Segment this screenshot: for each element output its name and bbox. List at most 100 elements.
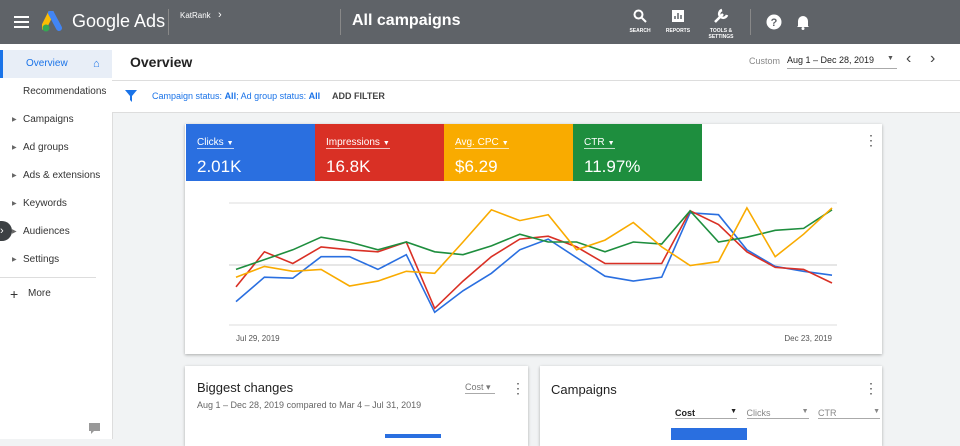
nav-item[interactable]: More + bbox=[0, 280, 112, 308]
plus-icon: + bbox=[10, 286, 19, 302]
metric-label: Avg. CPC bbox=[455, 137, 499, 148]
metric-label: Clicks bbox=[197, 137, 224, 148]
filter-text: Campaign status: bbox=[152, 91, 223, 101]
nav-label: Audiences bbox=[23, 226, 70, 237]
tools-icon[interactable] bbox=[713, 8, 729, 24]
date-range[interactable]: Aug 1 – Dec 28, 2019 bbox=[787, 55, 897, 69]
top-bar: Google Ads KatRank › All campaigns SEARC… bbox=[0, 0, 960, 44]
metric-value: 11.97% bbox=[584, 157, 641, 176]
card-title: Biggest changes bbox=[197, 380, 294, 395]
reports-icon[interactable] bbox=[671, 9, 685, 23]
metric-name: Impressions ▼ bbox=[326, 137, 390, 149]
page-header: Overview Custom Aug 1 – Dec 28, 2019 ▼ ‹… bbox=[112, 44, 960, 81]
card-title: Campaigns bbox=[551, 382, 617, 397]
metric-tile[interactable]: Avg. CPC ▼ $6.29 bbox=[444, 124, 573, 181]
metric-tile[interactable]: Impressions ▼ 16.8K bbox=[315, 124, 444, 181]
metric-text: Cost bbox=[465, 382, 484, 392]
range-label: Custom bbox=[749, 56, 781, 66]
nav-label: Ads & extensions bbox=[23, 170, 101, 181]
nav-item[interactable]: Keywords ▶ bbox=[0, 190, 112, 218]
column-name: Cost bbox=[675, 408, 695, 418]
filter-bar: Campaign status: All; Ad group status: A… bbox=[112, 81, 960, 113]
nav-arrow: ▶ bbox=[12, 173, 17, 179]
home-icon: ⌂ bbox=[93, 58, 100, 70]
metric-tile[interactable]: Clicks ▼ 2.01K bbox=[186, 124, 315, 181]
metric-tile[interactable]: CTR ▼ 11.97% bbox=[573, 124, 702, 181]
divider bbox=[0, 277, 96, 278]
dropdown-arrow: ▼ bbox=[730, 408, 737, 415]
line-chart: Jul 29, 2019 Dec 23, 2019 bbox=[229, 202, 837, 343]
menu-icon[interactable] bbox=[14, 15, 30, 29]
tool-label[interactable]: REPORTS bbox=[665, 28, 691, 34]
nav-item[interactable]: Audiences ▶ bbox=[0, 218, 112, 246]
series-line bbox=[235, 206, 833, 287]
metric-select[interactable]: Cost ▾ bbox=[465, 382, 495, 394]
series-line bbox=[235, 211, 833, 314]
account-name[interactable]: KatRank bbox=[180, 11, 211, 20]
card-menu[interactable]: ⋮ bbox=[864, 380, 878, 396]
nav-item[interactable]: Campaigns ▶ bbox=[0, 106, 112, 134]
dropdown-arrow: ▼ bbox=[801, 408, 809, 415]
dropdown-arrow: ▼ bbox=[501, 140, 509, 147]
series-line bbox=[235, 209, 833, 310]
notifications-icon[interactable] bbox=[796, 14, 810, 30]
column-select[interactable]: Cost ▼ bbox=[675, 408, 737, 419]
logo bbox=[42, 11, 62, 32]
nav-item[interactable]: Overview ⌂ bbox=[0, 50, 112, 78]
metric-name: Avg. CPC ▼ bbox=[455, 137, 509, 149]
nav-label: Keywords bbox=[23, 198, 67, 209]
sidebar: Overview ⌂ Recommendations Campaigns ▶ Ad gro… bbox=[0, 44, 113, 439]
filter-text: ; Ad group status: bbox=[236, 91, 307, 101]
column-select[interactable]: Clicks ▼ bbox=[746, 408, 809, 419]
dropdown-arrow: ▼ bbox=[607, 140, 615, 147]
metric-label: Impressions bbox=[326, 137, 380, 148]
filter-icon[interactable] bbox=[125, 90, 137, 102]
feedback-icon[interactable] bbox=[89, 423, 101, 434]
column-name: Clicks bbox=[746, 408, 771, 418]
tool-label[interactable]: SEARCH bbox=[629, 28, 651, 34]
column-name: CTR bbox=[818, 408, 837, 418]
tool-label[interactable]: TOOLS & SETTINGS bbox=[708, 28, 734, 40]
collapse-toggle[interactable]: › bbox=[0, 221, 12, 241]
chevron: › bbox=[218, 9, 222, 21]
card-subtitle: Aug 1 – Dec 28, 2019 compared to Mar 4 –… bbox=[197, 400, 422, 410]
metric-value: 2.01K bbox=[197, 157, 242, 176]
nav-item[interactable]: Ads & extensions ▶ bbox=[0, 162, 112, 190]
nav-label: Overview bbox=[26, 58, 68, 69]
metric-value: $6.29 bbox=[455, 157, 498, 176]
next-button[interactable]: › bbox=[930, 50, 936, 67]
nav-item[interactable]: Recommendations bbox=[0, 78, 112, 106]
card-menu[interactable]: ⋮ bbox=[511, 380, 525, 396]
card-menu[interactable]: ⋮ bbox=[864, 132, 878, 148]
filter-value: All bbox=[224, 91, 237, 101]
nav-label: Campaigns bbox=[23, 114, 74, 125]
product-name: Google Ads bbox=[72, 11, 166, 31]
add-filter[interactable]: ADD FILTER bbox=[332, 91, 385, 101]
nav-label: More bbox=[28, 288, 51, 299]
prev-button[interactable]: ‹ bbox=[906, 50, 912, 67]
filter-value: All bbox=[308, 91, 321, 101]
series-line bbox=[235, 209, 833, 271]
x-tick-label: Dec 23, 2019 bbox=[784, 334, 832, 343]
nav-label: Ad groups bbox=[23, 142, 69, 153]
nav-arrow: ▶ bbox=[12, 229, 17, 235]
metric-value: 16.8K bbox=[326, 157, 371, 176]
filter-chip[interactable]: Campaign status: All; Ad group status: A… bbox=[152, 81, 320, 111]
svg-text:?: ? bbox=[771, 17, 778, 29]
dropdown-arrow: ▼ bbox=[873, 408, 880, 415]
search-icon[interactable] bbox=[633, 9, 647, 23]
nav-item[interactable]: Settings ▶ bbox=[0, 246, 112, 274]
metric-name: CTR ▼ bbox=[584, 137, 615, 149]
help-icon[interactable]: ? bbox=[766, 14, 782, 30]
dropdown-arrow: ▼ bbox=[226, 140, 234, 147]
nav-item[interactable]: Ad groups ▶ bbox=[0, 134, 112, 162]
nav-label: Recommendations bbox=[23, 86, 107, 97]
metric-name: Clicks ▼ bbox=[197, 137, 234, 149]
changes-card: Biggest changes Cost ▾ ⋮ Aug 1 – Dec 28,… bbox=[185, 366, 528, 446]
nav-arrow: ▶ bbox=[12, 257, 17, 263]
column-select[interactable]: CTR ▼ bbox=[818, 408, 880, 419]
page-title: All campaigns bbox=[352, 12, 461, 29]
campaigns-card: Campaigns ⋮ Cost ▼ Clicks ▼ CTR ▼ bbox=[540, 366, 882, 446]
nav-arrow: ▶ bbox=[12, 117, 17, 123]
dropdown-arrow: ▼ bbox=[382, 140, 390, 147]
